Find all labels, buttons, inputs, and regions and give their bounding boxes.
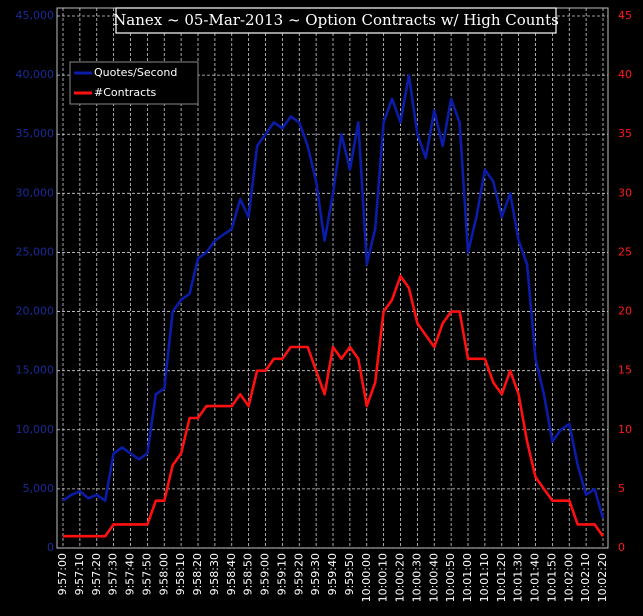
lines — [62, 73, 605, 538]
x-tick-label: 10:00:10 — [377, 553, 390, 602]
y2-tick-label: 45 — [618, 9, 632, 22]
y2-tick-label: 0 — [618, 541, 625, 554]
x-tick-label: 9:58:30 — [208, 553, 221, 595]
x-tick-label: 10:01:20 — [495, 553, 508, 602]
chart-title: Nanex ~ 05-Mar-2013 ~ Option Contracts w… — [113, 11, 559, 29]
x-tick-label: 9:59:20 — [292, 553, 305, 595]
y-tick-label: 10,000 — [16, 423, 55, 436]
x-tick-label: 9:57:30 — [107, 553, 120, 595]
series-line — [62, 73, 605, 519]
x-tick-label: 9:57:40 — [124, 553, 137, 595]
x-tick-label: 9:58:00 — [157, 553, 170, 595]
y2-tick-label: 40 — [618, 68, 632, 81]
y-tick-label: 15,000 — [16, 364, 55, 377]
legend-label: Quotes/Second — [94, 66, 177, 79]
y2-tick-label: 10 — [618, 423, 632, 436]
series-line — [63, 274, 605, 538]
x-tick-label: 10:00:50 — [444, 553, 457, 602]
x-tick-label: 9:57:50 — [140, 553, 153, 595]
x-tick-label: 10:01:10 — [478, 553, 491, 602]
x-tick-label: 9:58:10 — [174, 553, 187, 595]
x-tick-label: 10:01:40 — [529, 553, 542, 602]
x-tick-label: 10:01:00 — [461, 553, 474, 602]
x-tick-label: 10:00:40 — [427, 553, 440, 602]
y-tick-label: 5,000 — [23, 482, 55, 495]
x-tick-label: 9:59:30 — [309, 553, 322, 595]
x-tick-label: 9:58:40 — [225, 553, 238, 595]
x-tick-label: 9:57:10 — [73, 553, 86, 595]
y-tick-label: 25,000 — [16, 245, 55, 258]
x-tick-label: 9:57:20 — [90, 553, 103, 595]
y2-tick-label: 5 — [618, 482, 625, 495]
title-box — [115, 7, 557, 34]
x-tick-label: 9:59:40 — [326, 553, 339, 595]
y-tick-label: 20,000 — [16, 305, 55, 318]
x-tick-label: 9:59:50 — [343, 553, 356, 595]
x-tick-label: 10:01:30 — [512, 553, 525, 602]
x-tick-label: 9:57:00 — [56, 553, 69, 595]
y-tick-label: 45,000 — [16, 9, 55, 22]
y2-tick-label: 30 — [618, 186, 632, 199]
x-tick-label: 10:02:20 — [596, 553, 609, 602]
x-tick-label: 10:00:20 — [394, 553, 407, 602]
legend-box — [69, 61, 199, 105]
x-tick-label: 10:01:50 — [545, 553, 558, 602]
x-tick-label: 10:02:00 — [562, 553, 575, 602]
x-tick-label: 9:58:20 — [191, 553, 204, 595]
x-tick-label: 9:59:10 — [275, 553, 288, 595]
y-tick-label: 35,000 — [16, 127, 55, 140]
y2-tick-label: 25 — [618, 245, 632, 258]
x-tick-label: 10:02:10 — [579, 553, 592, 602]
y2-tick-label: 20 — [618, 305, 632, 318]
y-tick-label: 30,000 — [16, 186, 55, 199]
y-tick-label: 40,000 — [16, 68, 55, 81]
y2-tick-label: 15 — [618, 364, 632, 377]
y2-tick-label: 35 — [618, 127, 632, 140]
x-tick-label: 10:00:00 — [360, 553, 373, 602]
y-tick-label: 0 — [47, 541, 54, 554]
x-tick-label: 10:00:30 — [410, 553, 423, 602]
legend-label: #Contracts — [94, 86, 157, 99]
x-tick-label: 9:58:50 — [242, 553, 255, 595]
x-tick-label: 9:59:00 — [259, 553, 272, 595]
